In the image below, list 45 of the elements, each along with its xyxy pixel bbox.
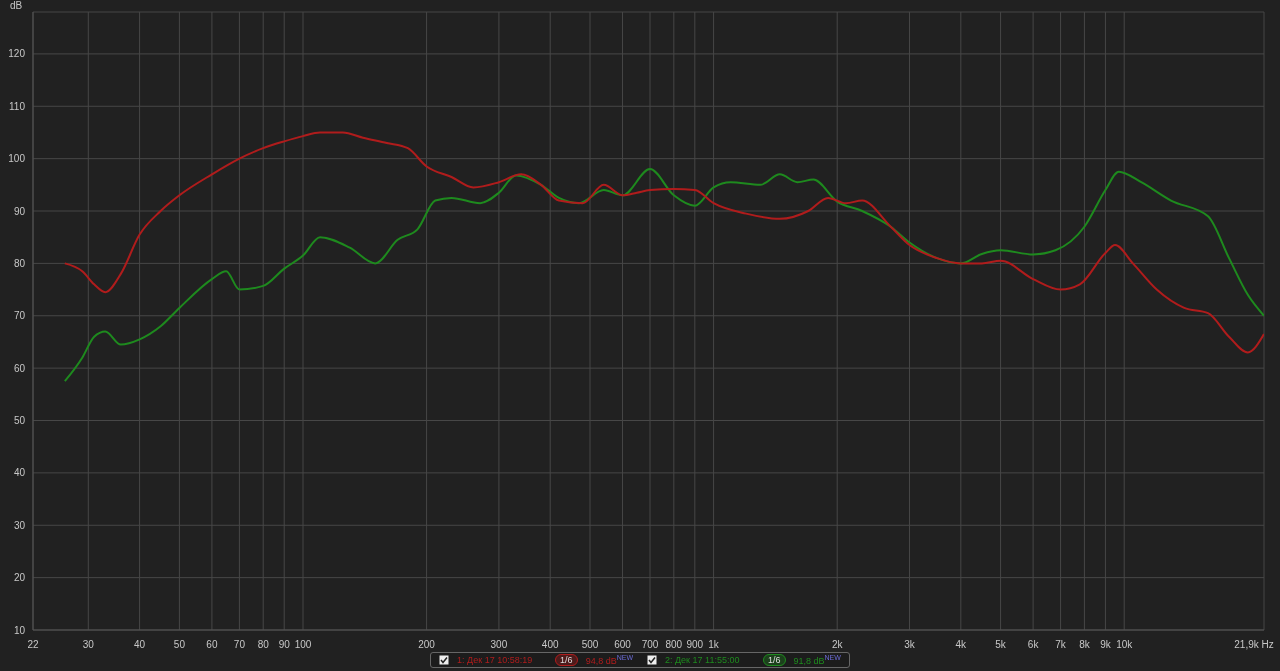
x-tick-label: 30	[82, 639, 95, 650]
x-tick-label: 40	[134, 639, 146, 650]
x-tick-label: 80	[257, 639, 270, 650]
y-tick-label: 80	[13, 257, 26, 269]
y-tick-label: 50	[13, 415, 26, 427]
x-tick-label: 200	[418, 639, 436, 650]
x-tick-label: 300	[490, 639, 508, 650]
x-tick-label: 22	[27, 639, 39, 650]
x-tick-label: 4k	[955, 639, 968, 650]
text: 1/6	[555, 654, 578, 666]
y-tick-label: 20	[13, 572, 26, 584]
y-tick-label: 40	[13, 467, 26, 479]
x-tick-label: 60	[206, 639, 218, 650]
x-tick-label: 6k	[1027, 639, 1040, 650]
x-tick-label: 7k	[1055, 639, 1067, 650]
y-tick-label: 100	[8, 153, 26, 165]
x-tick-label: 8k	[1079, 639, 1091, 650]
x-tick-label: 600	[614, 639, 632, 650]
x-tick-label: 10k	[1116, 639, 1134, 650]
x-tick-label: 90	[278, 639, 291, 650]
y-tick-label: 60	[13, 362, 26, 374]
y-tick-label: 70	[13, 310, 26, 322]
x-tick-label: 700	[641, 639, 659, 650]
text: 1: Дек 17 10:58:19	[457, 655, 534, 665]
y-axis-title: dB	[10, 0, 23, 11]
text: 2: Дек 17 11:55:00	[665, 655, 741, 665]
y-tick-label: 30	[13, 519, 26, 531]
x-tick-label: 5k	[995, 639, 1007, 650]
x-tick-label: 2k	[831, 639, 844, 650]
x-tick-label: 800	[665, 639, 683, 650]
y-tick-label: 10	[13, 624, 26, 636]
x-tick-label: 50	[173, 639, 186, 650]
y-tick-label: 120	[8, 48, 26, 60]
x-tick-label: 9k	[1100, 639, 1112, 650]
x-tick-label: 21,9k Hz	[1234, 639, 1274, 650]
x-tick-label: 900	[686, 639, 704, 650]
text: 1/6	[763, 654, 786, 666]
x-tick-label: 70	[233, 639, 246, 650]
y-tick-label: 90	[13, 205, 26, 217]
y-tick-label: 110	[9, 100, 26, 112]
x-tick-label: 100	[294, 639, 312, 650]
x-tick-label: 500	[581, 639, 599, 650]
x-tick-label: 1k	[708, 639, 720, 650]
x-tick-label: 400	[541, 639, 559, 650]
x-tick-label: 3k	[904, 639, 916, 650]
